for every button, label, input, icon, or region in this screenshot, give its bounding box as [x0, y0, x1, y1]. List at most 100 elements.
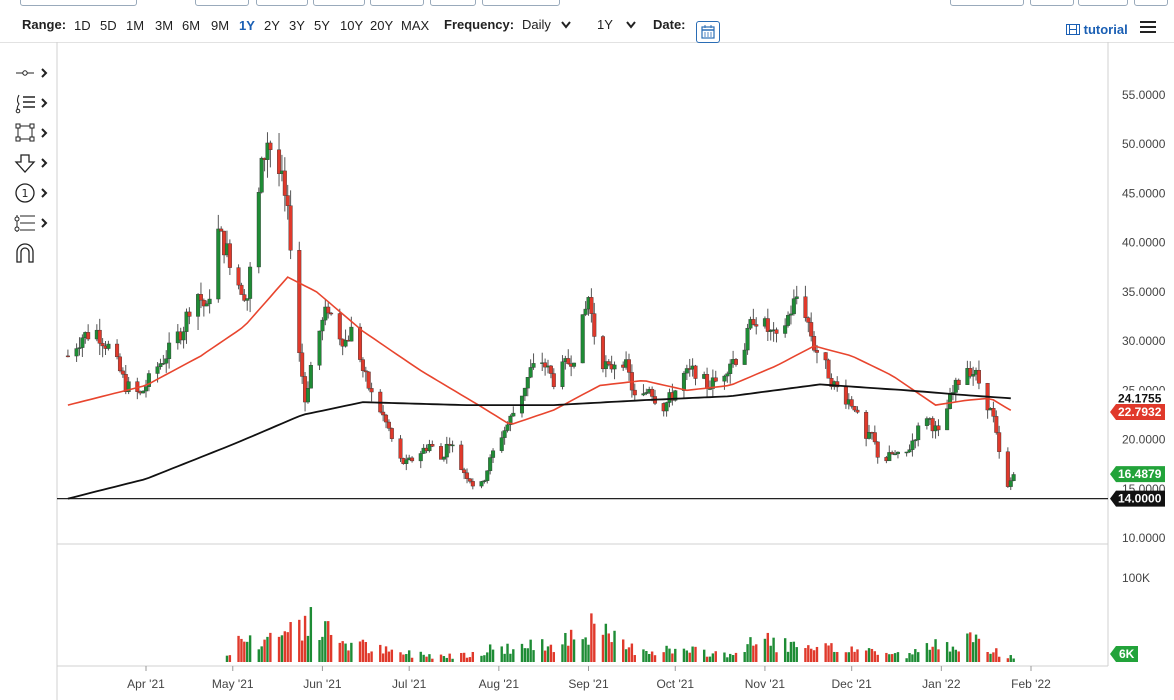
candle-body	[505, 424, 510, 431]
top-tab-4[interactable]	[313, 0, 365, 6]
volume-bar	[893, 653, 897, 662]
candle-body	[187, 311, 192, 317]
top-tab-5[interactable]	[370, 0, 424, 6]
candle-body	[126, 381, 131, 392]
candle-body	[491, 450, 496, 458]
top-tab-1[interactable]	[20, 0, 137, 6]
candle-body	[285, 195, 290, 206]
candle-body	[430, 444, 435, 447]
volume-bar	[726, 657, 729, 662]
range-button-5y[interactable]: 5Y	[314, 18, 330, 33]
period-select[interactable]: 1Y	[597, 17, 637, 32]
range-button-10y[interactable]: 10Y	[340, 18, 364, 33]
range-button-5d[interactable]: 5D	[100, 18, 117, 33]
candle-body	[115, 343, 120, 358]
volume-bar	[321, 636, 324, 662]
top-tab-11[interactable]	[1134, 0, 1168, 6]
range-button-1y[interactable]: 1Y	[239, 18, 255, 33]
range-button-6m[interactable]: 6M	[182, 18, 201, 33]
volume-bar	[581, 639, 584, 662]
top-tab-3[interactable]	[256, 0, 308, 6]
arrow-tool[interactable]	[10, 152, 56, 174]
top-tab-9[interactable]	[1030, 0, 1074, 6]
magnet-tool[interactable]	[10, 242, 56, 264]
crosshair-tool[interactable]	[10, 62, 56, 84]
candlestick-chart[interactable]: 55.0000 50.0000 45.0000 40.0000 35.0000 30.00…	[0, 42, 1174, 700]
volume-bar	[668, 648, 671, 662]
range-button-9m[interactable]: 9M	[211, 18, 230, 33]
volume-bar	[460, 652, 463, 662]
volume-bar	[1012, 658, 1015, 662]
frequency-select[interactable]: Daily	[522, 17, 571, 32]
volume-bar	[734, 652, 738, 662]
range-button-20y[interactable]: 20Y	[370, 18, 394, 33]
candle-body	[650, 388, 655, 397]
volume-bar	[766, 632, 770, 662]
annotation-tool[interactable]: 1	[10, 182, 56, 204]
fibonacci-tool[interactable]	[10, 212, 56, 234]
candle-body	[572, 362, 577, 367]
top-tab-7[interactable]	[482, 0, 560, 6]
candle-body	[277, 149, 282, 174]
candle-body	[467, 478, 472, 482]
volume-bar	[266, 636, 269, 662]
volume-bar	[844, 652, 848, 662]
candle-body	[693, 365, 698, 379]
top-tab-10[interactable]	[1078, 0, 1128, 6]
candle-body	[525, 377, 530, 389]
candle-body	[754, 324, 759, 327]
volume-bar	[448, 653, 451, 662]
volume-bar	[601, 634, 605, 662]
volume-bar	[593, 623, 596, 662]
volume-bar	[885, 652, 888, 662]
ma-fast-value-tag-text: 22.7932	[1118, 405, 1162, 419]
volume-bar	[491, 649, 495, 662]
candle-body	[788, 313, 793, 316]
candle-body	[242, 294, 247, 301]
volume-bar	[543, 650, 547, 662]
top-tab-6[interactable]	[430, 0, 476, 6]
calendar-button[interactable]	[696, 21, 720, 43]
range-button-max[interactable]: MAX	[401, 18, 430, 33]
shapes-tool[interactable]	[10, 122, 56, 144]
volume-bar	[407, 650, 411, 662]
volume-bar	[795, 647, 798, 662]
volume-bar	[934, 639, 937, 662]
range-button-3y[interactable]: 3Y	[289, 18, 305, 33]
ma-slow-value-tag-bg	[1110, 390, 1165, 407]
volume-bar	[633, 655, 636, 662]
x-tick-label: Nov '21	[745, 677, 786, 691]
top-tab-8[interactable]	[950, 0, 1024, 6]
range-button-3m[interactable]: 3M	[155, 18, 174, 33]
candle-body	[470, 481, 475, 487]
candle-body	[600, 336, 605, 370]
volume-bar	[908, 653, 911, 662]
volume-bar	[277, 636, 281, 662]
candle-body	[465, 472, 470, 479]
drawing-lines-tool[interactable]	[10, 92, 56, 114]
volume-bar	[911, 654, 914, 662]
candle-body	[155, 366, 160, 374]
candle-body	[612, 364, 617, 370]
volume-bar	[364, 641, 368, 662]
volume-bar	[289, 622, 292, 662]
volume-bar	[338, 642, 341, 662]
range-button-2y[interactable]: 2Y	[264, 18, 280, 33]
volume-bar	[925, 643, 929, 662]
volume-bar	[381, 653, 385, 662]
range-button-1d[interactable]: 1D	[74, 18, 91, 33]
range-label: Range:	[22, 17, 67, 32]
candle-body	[864, 411, 869, 439]
volume-bar	[957, 651, 960, 662]
volume-bar	[500, 646, 503, 662]
hamburger-menu-icon[interactable]	[1140, 18, 1156, 34]
tutorial-link[interactable]: tutorial	[1066, 22, 1128, 37]
volume-bar	[587, 644, 590, 662]
volume-bar	[572, 639, 576, 662]
volume-bar	[833, 651, 836, 662]
volume-bar	[341, 641, 344, 662]
candle-body	[288, 205, 293, 251]
candle-body	[745, 327, 750, 351]
range-button-1m[interactable]: 1M	[126, 18, 145, 33]
top-tab-2[interactable]	[195, 0, 249, 6]
